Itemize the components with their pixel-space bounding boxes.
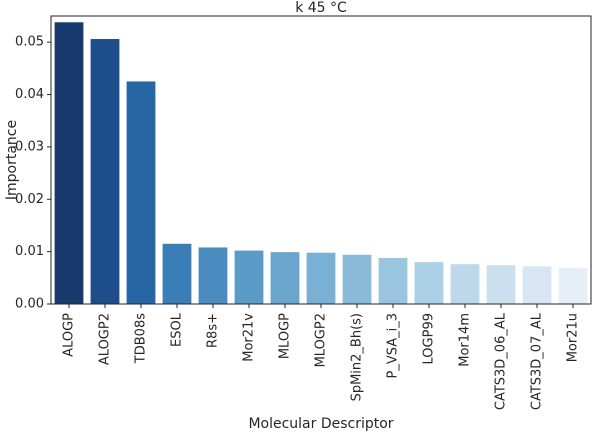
x-tick-label: Mor14m: [458, 313, 473, 367]
x-tick-label: ALOGP: [62, 313, 77, 357]
bar-ALOGP: [54, 22, 84, 305]
bar-CATS3D_06_AL: [486, 265, 516, 304]
x-tick-label: SpMin2_Bh(s): [350, 313, 365, 401]
bar-LOGP99: [414, 262, 444, 304]
bar-TDB08s: [126, 81, 156, 304]
bar-Mor14m: [450, 264, 480, 304]
x-tick-label: LOGP99: [422, 313, 437, 364]
x-tick-label: MLOGP: [278, 313, 293, 359]
x-tick-label: TDB08s: [134, 313, 149, 364]
plot-frame: [50, 15, 592, 305]
y-tick-label: 0.00: [15, 297, 44, 312]
y-tick-label: 0.01: [15, 244, 44, 259]
y-axis-label: Importance: [4, 120, 20, 200]
x-tick-label: ALOGP2: [98, 313, 113, 365]
bar-Mor21v: [234, 250, 264, 304]
x-tick-label: R8s+: [206, 313, 221, 348]
y-tick-label: 0.02: [15, 192, 44, 207]
bar-CATS3D_07_AL: [522, 266, 552, 304]
bar-P_VSA_i_3: [378, 257, 408, 304]
bar-Mor21u: [558, 267, 588, 304]
x-axis: ALOGP ALOGP2 TDB08s ESOL R8s+ Mor21v MLOGP MLOG…: [62, 304, 581, 410]
x-tick-label: P_VSA_i_3: [386, 313, 401, 379]
bar-R8s+: [198, 247, 228, 304]
bar-SpMin2_Bh(s): [342, 254, 372, 304]
x-tick-label: Mor21v: [242, 313, 257, 362]
y-tick-label: 0.03: [15, 139, 44, 154]
x-tick-label: MLOGP2: [314, 313, 329, 367]
chart-title: k 45 °C: [295, 0, 347, 16]
bars-group: [54, 22, 588, 305]
x-tick-label: CATS3D_07_AL: [530, 312, 545, 410]
x-tick-label: Mor21u: [566, 313, 581, 362]
x-axis-label: Molecular Descriptor: [248, 416, 393, 432]
bar-ALOGP2: [90, 39, 120, 304]
bar-ESOL: [162, 243, 192, 304]
y-tick-label: 0.05: [15, 35, 44, 50]
bar-MLOGP2: [306, 252, 336, 304]
x-tick-label: CATS3D_06_AL: [494, 312, 509, 410]
y-tick-label: 0.04: [15, 87, 44, 102]
x-tick-label: ESOL: [170, 312, 185, 347]
y-axis: 0.00 0.01 0.02 0.03 0.04 0.05: [15, 35, 51, 312]
bar-MLOGP: [270, 252, 300, 304]
